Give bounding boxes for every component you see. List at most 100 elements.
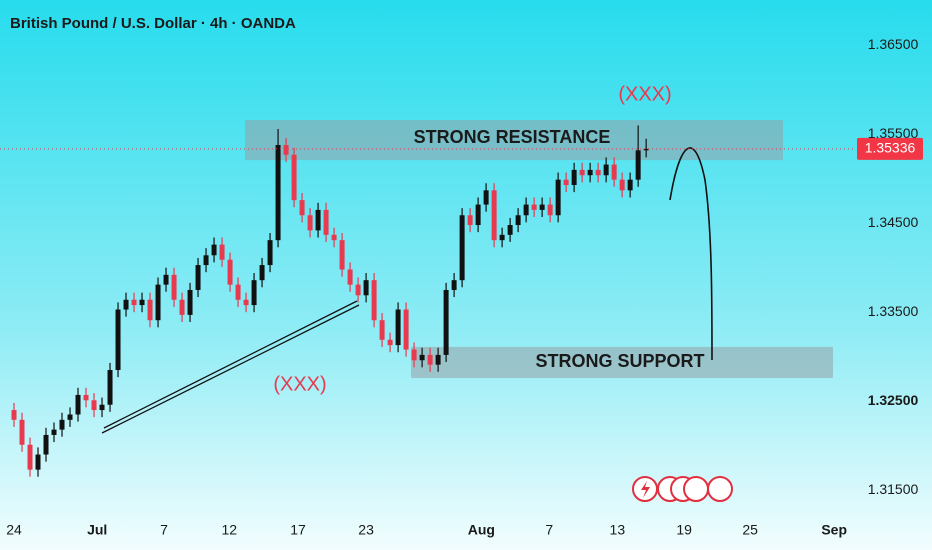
zone-label: STRONG SUPPORT [535,351,704,371]
candle-body [611,164,617,180]
candle-body [299,200,305,216]
x-tick-label: 24 [6,522,22,538]
candle-body [547,204,553,216]
candle-body [195,265,201,290]
candle-body [419,354,425,361]
candle-body [435,354,441,365]
candle-body [19,419,25,445]
x-tick-label: 23 [358,522,374,538]
event-icon [641,481,650,498]
candle-body [123,299,129,310]
candle-body [523,204,529,216]
candle-body [451,280,457,290]
y-tick-label: 1.34500 [868,214,919,230]
candle-body [395,309,401,346]
event-icons [632,476,733,502]
candle-body [139,299,145,306]
candle-body [211,244,217,256]
candle-body [627,179,633,191]
candle-body [531,204,537,210]
last-price-tag [857,137,923,160]
candle-body [411,349,417,361]
candle-body [187,289,193,315]
candle-body [171,274,177,300]
candle-body [323,209,329,235]
candle-body [11,410,17,420]
candle-body [107,370,113,405]
y-tick-label: 1.35500 [868,125,919,141]
x-tick-label: 12 [221,522,237,538]
candle-body [467,215,473,226]
candle-body [307,215,313,231]
candle-body [363,280,369,296]
candle-body [251,280,257,306]
y-tick-label: 1.32500 [868,392,919,408]
candle-body [43,434,49,455]
candle-body [227,259,233,285]
zone-label: STRONG RESISTANCE [414,127,611,147]
candle-body [459,215,465,281]
candle-body [339,240,345,270]
x-tick-label: 13 [610,522,626,538]
candle-body [347,269,353,285]
candle-body [275,144,281,241]
projection-arrow [669,147,713,361]
candle-body [315,209,321,231]
candle-body [163,274,169,285]
candle-body [603,164,609,176]
candle-body [235,284,241,300]
candle-body [403,309,409,350]
candle-body [179,299,185,315]
candle-body [243,299,249,306]
x-tick-label: Jul [87,522,107,538]
candle-body [475,204,481,226]
candle-body [27,444,33,470]
candle-body [99,404,105,411]
candle-body [379,320,385,340]
price-zone [411,346,833,379]
x-tick-label: Sep [821,522,847,538]
chart-title: British Pound / U.S. Dollar · 4h · OANDA [10,15,296,32]
candle-body [499,234,505,241]
annotation: (XXX) [618,83,671,105]
candle-body [483,190,489,205]
candle-body [91,400,97,411]
candle-body [555,179,561,216]
y-tick-label: 1.33500 [868,303,919,319]
candle-body [539,204,545,210]
x-tick-label: 7 [545,522,553,538]
candle-body [643,148,649,151]
candle-body [115,309,121,371]
candle-body [443,289,449,355]
candle-body [83,394,89,401]
candle-body [619,179,625,191]
candle-body [563,179,569,186]
last-price-label: 1.35336 [865,140,916,156]
price-zone [245,120,783,161]
y-tick-label: 1.31500 [868,481,919,497]
candle-body [331,234,337,241]
x-tick-label: 17 [290,522,306,538]
annotation: (XXX) [273,373,326,395]
candle-body [219,244,225,260]
x-tick-label: 25 [742,522,758,538]
candle-body [371,280,377,321]
y-tick-label: 1.36500 [868,36,919,52]
candle-body [131,299,137,306]
candle-body [35,454,41,470]
candle-body [635,150,641,180]
candle-body [67,414,73,420]
candle-body [75,394,81,415]
candle-body [59,419,65,430]
x-tick-label: 7 [160,522,168,538]
candle-body [579,169,585,176]
candle-body [387,339,393,346]
candle-body [267,240,273,266]
candle-body [507,225,513,235]
event-icon [683,476,709,502]
trendline [103,300,358,429]
candle-body [155,284,161,321]
candle-body [515,215,521,226]
